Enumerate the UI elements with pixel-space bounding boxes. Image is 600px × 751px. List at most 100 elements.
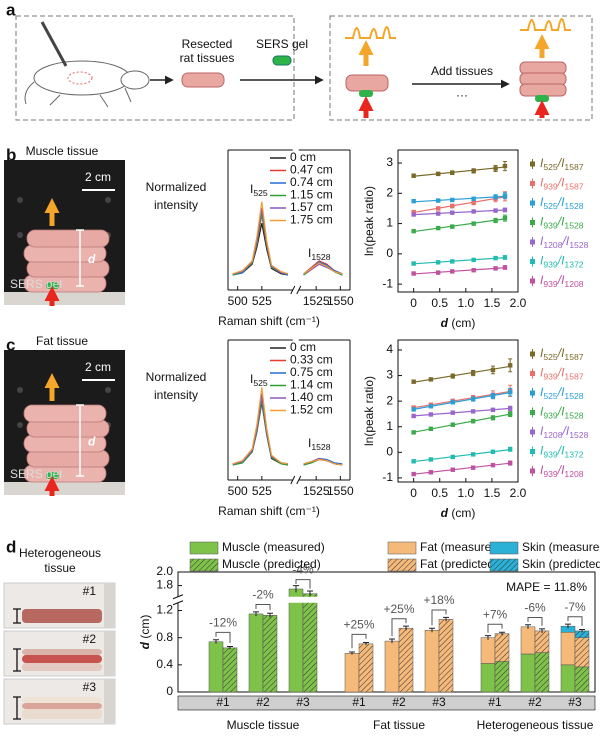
x-tick-label: 500 (228, 484, 248, 498)
tissue-layer (22, 655, 102, 663)
point (490, 407, 496, 413)
legend-label: Muscle (measured) (222, 540, 325, 554)
axis-break (290, 285, 302, 295)
x-tick-label: 500 (228, 294, 248, 308)
hole (105, 197, 111, 203)
legend-swatch (189, 558, 219, 572)
point (450, 210, 455, 215)
tissue (519, 61, 567, 75)
axis-break (172, 594, 184, 606)
point (428, 470, 434, 475)
point (470, 418, 476, 424)
point (450, 170, 455, 175)
legend-swatch (387, 558, 417, 572)
point (450, 197, 455, 203)
legend-label: 1.52 cm (290, 403, 333, 417)
legend-label: I525/I1587 (540, 346, 584, 362)
y-label: intensity (154, 198, 198, 212)
point (493, 255, 498, 261)
group-label: Muscle tissue (227, 718, 300, 732)
legend-label: I939/I1528 (540, 215, 584, 231)
fit-line (413, 218, 506, 233)
hole (17, 422, 23, 428)
point (450, 410, 455, 415)
legend-label: I939/I1587 (540, 176, 584, 192)
error-bar (213, 639, 219, 644)
x-tick-label: 1.0 (457, 296, 474, 310)
error-bar (403, 625, 409, 631)
dashed-box (15, 15, 295, 121)
legend-label: Fat (predicted) (420, 557, 498, 571)
legend-label: I525/I1587 (540, 156, 584, 172)
error-bar (485, 635, 491, 640)
legend-label: 0.74 cm (290, 175, 333, 189)
bar-segment (438, 619, 454, 693)
point (471, 257, 476, 263)
bar-segment (494, 633, 510, 662)
peak-label: I1528 (308, 436, 331, 452)
legend-label: I525/I1528 (540, 195, 584, 211)
x-tick-label: 0 (410, 296, 417, 310)
x-tick-label: 525 (252, 294, 272, 308)
x-tick-label: #1 (216, 695, 230, 709)
point (450, 454, 455, 460)
bar-segment (208, 641, 224, 693)
tissue (519, 83, 567, 97)
x-tick-label: 1550 (327, 484, 354, 498)
x-label: Raman shift (cm⁻¹) (218, 314, 320, 328)
x-tick-label: 1.5 (484, 486, 501, 500)
point (411, 209, 416, 215)
sers-gel (359, 90, 373, 97)
bar-segment (398, 627, 414, 693)
point (490, 393, 496, 399)
point (470, 452, 476, 457)
bar-segment (302, 593, 318, 693)
change-bracket (567, 616, 583, 626)
rat-head (120, 70, 150, 90)
point (507, 411, 513, 417)
y-label: intensity (154, 388, 198, 402)
x-tick-label: 1.0 (457, 486, 474, 500)
break-gap (288, 596, 318, 603)
step-label: Add tissues (431, 64, 493, 78)
point (471, 221, 476, 226)
point (450, 399, 455, 405)
step-label: Resected (182, 37, 233, 51)
sers-gel (272, 55, 292, 66)
point (411, 379, 416, 384)
point (435, 260, 441, 265)
point (470, 370, 476, 376)
annotation: MAPE = 11.8% (506, 580, 587, 594)
y-label: Normalized (146, 370, 207, 384)
point (435, 225, 441, 231)
axis-break (290, 475, 302, 485)
scale-label: 2 cm (85, 360, 111, 374)
point (471, 196, 476, 201)
error-bar (363, 641, 369, 646)
bar-segment (494, 661, 510, 693)
spectrum-line (232, 387, 288, 465)
legend-label: 0.47 cm (290, 163, 333, 177)
panel-label: d (6, 537, 16, 556)
scalpel (40, 21, 68, 67)
platform (4, 482, 125, 495)
tissue (345, 74, 389, 92)
y-label: ln(peak ratio) (362, 376, 376, 446)
rat-legs (49, 87, 132, 108)
point (502, 255, 508, 260)
y-tick-label: 1 (386, 419, 393, 433)
point (471, 200, 476, 205)
spectrum-icon (520, 18, 571, 31)
point (450, 269, 455, 274)
change-bracket (215, 631, 231, 643)
legend-label: I939/I1208 (540, 463, 584, 479)
bar-segment (424, 629, 440, 693)
change-label: +25% (383, 602, 414, 616)
y-tick-label: 2.0 (156, 564, 173, 578)
platform (4, 292, 125, 305)
point (493, 218, 498, 223)
bar-segment (288, 588, 304, 693)
x-tick-label: #2 (528, 695, 542, 709)
y-tick-label: 1 (386, 216, 393, 230)
point (502, 163, 508, 169)
